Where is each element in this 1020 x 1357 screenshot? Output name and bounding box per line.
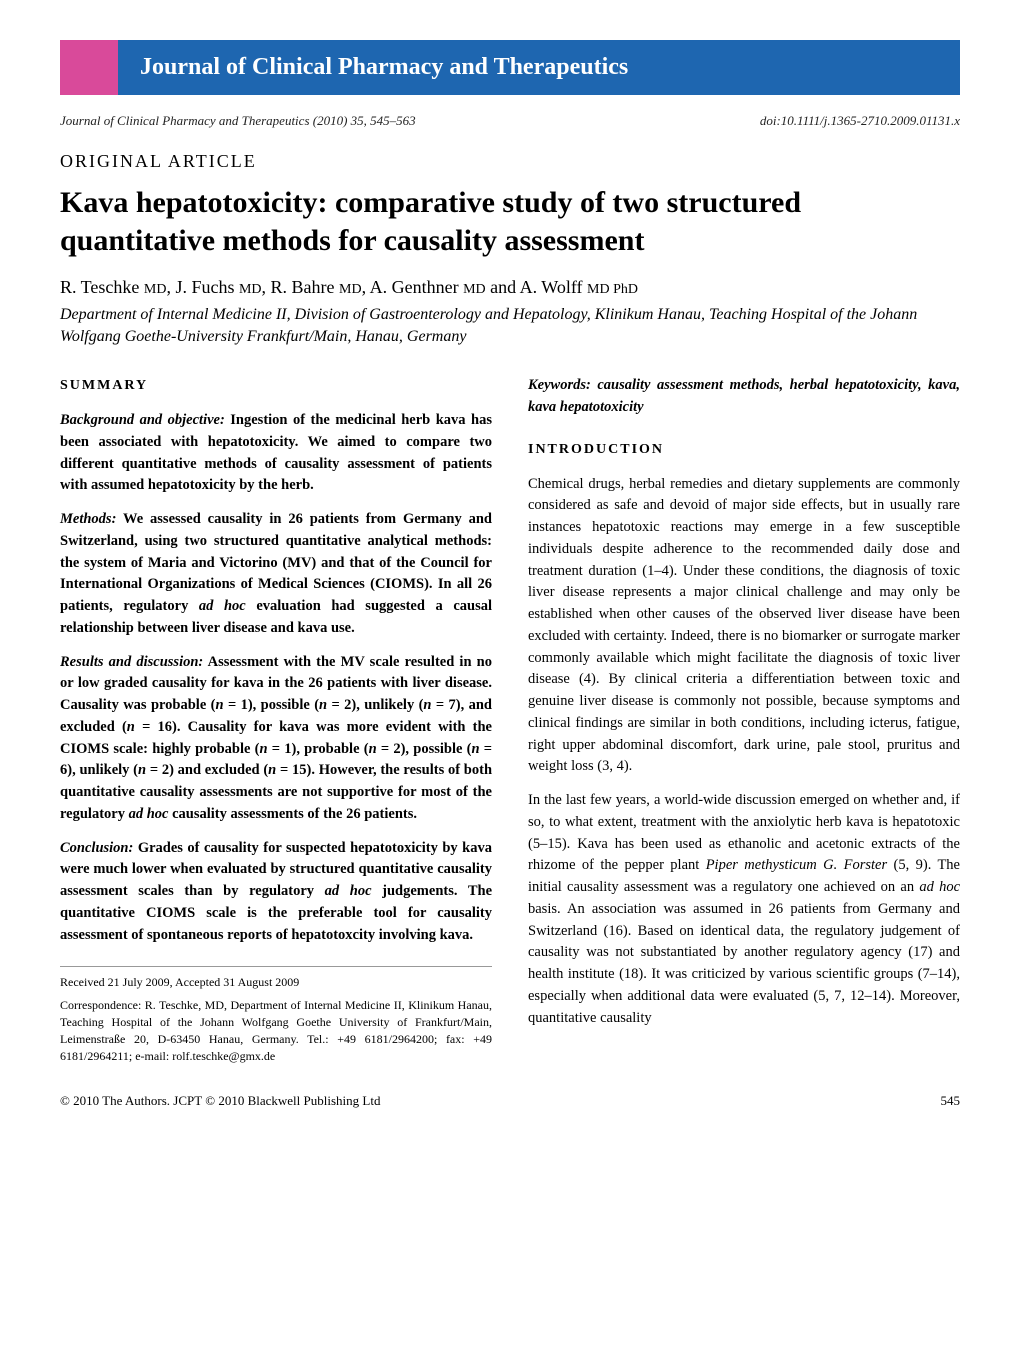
affiliation: Department of Internal Medicine II, Divi… (60, 304, 960, 347)
correspondence: Correspondence: R. Teschke, MD, Departme… (60, 997, 492, 1064)
journal-banner: Journal of Clinical Pharmacy and Therape… (60, 40, 960, 95)
authors-line: R. Teschke MD, J. Fuchs MD, R. Bahre MD,… (60, 277, 960, 298)
article-title: Kava hepatotoxicity: comparative study o… (60, 184, 960, 259)
article-type: ORIGINAL ARTICLE (60, 151, 960, 172)
page-footer: © 2010 The Authors. JCPT © 2010 Blackwel… (60, 1093, 960, 1109)
keywords: Keywords: causality assessment methods, … (528, 375, 960, 419)
page-number: 545 (941, 1093, 961, 1109)
right-column: Keywords: causality assessment methods, … (528, 375, 960, 1064)
summary-conclusion: Conclusion: Grades of causality for susp… (60, 838, 492, 947)
intro-p1: Chemical drugs, herbal remedies and diet… (528, 474, 960, 779)
summary-heading: SUMMARY (60, 375, 492, 396)
citation-text: Journal of Clinical Pharmacy and Therape… (60, 113, 416, 129)
summary-methods: Methods: We assessed causality in 26 pat… (60, 509, 492, 640)
copyright-text: © 2010 The Authors. JCPT © 2010 Blackwel… (60, 1093, 380, 1109)
summary-results: Results and discussion: Assessment with … (60, 652, 492, 826)
citation-row: Journal of Clinical Pharmacy and Therape… (60, 113, 960, 129)
received-dates: Received 21 July 2009, Accepted 31 Augus… (60, 966, 492, 991)
left-column: SUMMARY Background and objective: Ingest… (60, 375, 492, 1064)
summary-background: Background and objective: Ingestion of t… (60, 410, 492, 497)
doi-text: doi:10.1111/j.1365-2710.2009.01131.x (760, 113, 960, 129)
journal-name: Journal of Clinical Pharmacy and Therape… (118, 40, 960, 95)
banner-accent-square (60, 40, 118, 95)
intro-p2: In the last few years, a world-wide disc… (528, 790, 960, 1029)
introduction-heading: INTRODUCTION (528, 439, 960, 460)
